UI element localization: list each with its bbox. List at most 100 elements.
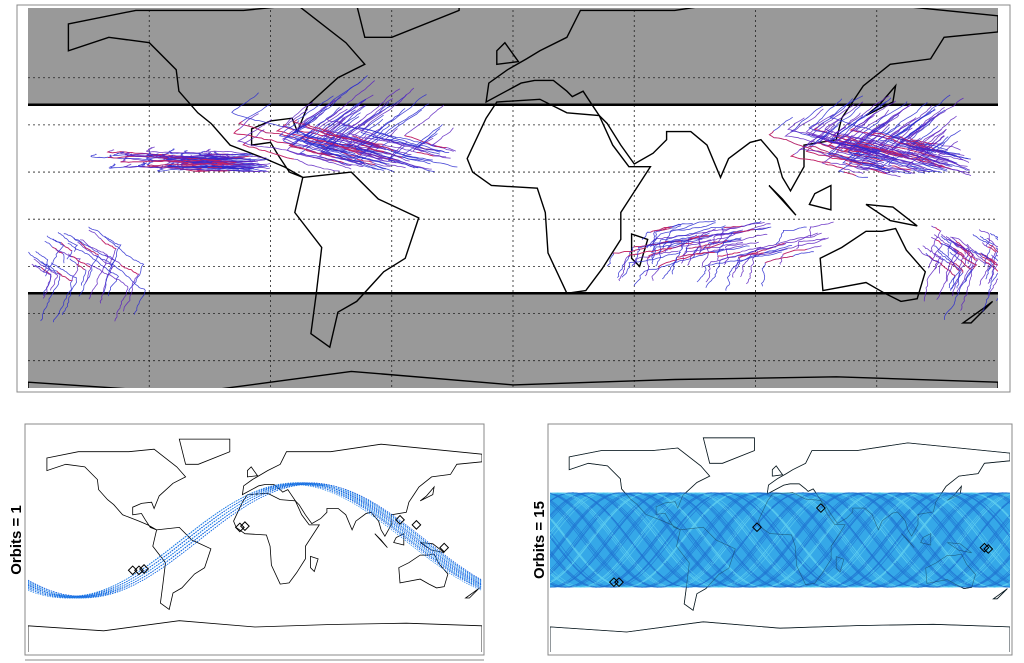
orbit-track [550,492,1010,588]
storm-track-intense [833,135,875,146]
storm-track [123,163,221,172]
storm-track-intense [934,227,941,232]
storm-track [33,258,58,291]
orbit-track [550,492,1010,588]
storm-track-intense [355,158,373,163]
orbit-track [28,482,482,597]
storm-track-intense [290,144,332,155]
coastline [865,203,918,227]
storm-track [368,103,429,158]
coastline [772,465,784,477]
storm-track [278,120,341,157]
storm-track [696,251,782,283]
storm-track [810,103,877,154]
coastline [947,485,962,501]
storm-track [104,236,145,293]
orbit-track [550,492,1010,588]
storm-track [725,248,788,291]
storm-track [298,139,348,165]
storm-track [401,124,458,168]
coastline [819,227,927,303]
coastline [464,587,480,599]
storm-track [431,127,456,152]
coastline [925,553,976,589]
storm-track [879,156,912,174]
orbit-track [28,482,482,597]
storm-track-intense [76,263,85,270]
storm-track [828,143,885,171]
coastline [67,8,366,179]
storm-track-intense [1017,269,1024,286]
storm-track [796,237,826,250]
storm-track [986,238,998,248]
storm-track [646,223,681,249]
storm-track-intense [825,163,846,170]
storm-track [746,232,818,285]
storm-track-intense [650,226,673,233]
coastline [152,526,212,611]
storm-track-intense [229,155,250,159]
storm-track-intense [935,239,942,245]
storm-track-intense [949,260,964,273]
storm-track [723,241,759,265]
storm-track-intense [217,161,237,164]
storm-track [203,148,247,154]
coastline [947,542,972,554]
overpass-marker [127,565,138,576]
storm-track [775,226,807,246]
storm-track-intense [891,165,912,171]
storm-track [717,226,772,255]
storm-track [352,142,384,171]
storm-track-intense [856,142,903,156]
storm-track [735,245,793,270]
storm-track-intense [982,259,998,272]
storm-track-intense [953,248,965,257]
storm-track [236,118,352,170]
storm-track [940,236,952,257]
storm-track-intense [853,149,864,153]
storm-track [834,134,871,154]
coastline [398,553,449,589]
coastline [485,8,998,193]
storm-track [934,253,944,274]
storm-track [372,108,441,153]
storm-track [933,234,960,300]
coastline [920,533,932,546]
storm-track [931,129,969,160]
storm-track [929,225,942,253]
storm-track [282,116,365,160]
coastline [294,171,420,349]
storm-track [712,226,770,245]
storm-track [341,105,445,153]
storm-track-intense [899,136,925,146]
orbit-track [28,482,482,597]
storm-track-intense [843,171,856,177]
storm-track [824,101,899,148]
orbit-track [550,492,1010,588]
storm-track-intense [320,127,381,148]
coastline [241,443,482,537]
storm-track-intense [989,258,998,266]
storm-track-intense [120,159,193,164]
orbit-track [550,492,1010,588]
storm-track [418,128,450,153]
storm-track-intense [292,119,341,137]
coastline [960,300,994,324]
overpass-marker [979,542,990,553]
storm-track [326,80,404,146]
storm-track-intense [733,229,755,233]
orbit-track [550,492,1010,588]
coastline [496,41,520,66]
storm-track [705,243,787,283]
storm-track-intense [764,255,793,264]
coastline [992,588,1008,600]
storm-track [838,134,889,158]
storm-track-intense [957,251,978,270]
storm-track [915,141,950,166]
storm-track-intense [300,137,328,147]
storm-track-intense [960,259,972,270]
storm-track [933,245,962,290]
overpass-marker [983,543,994,554]
storm-track-intense [963,250,978,261]
